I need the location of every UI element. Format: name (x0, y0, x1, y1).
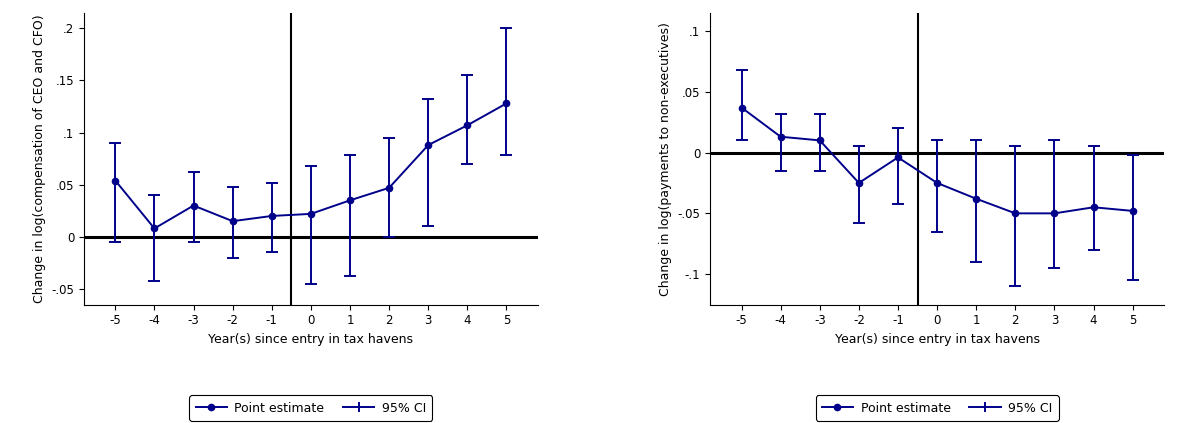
Legend: Point estimate, 95% CI: Point estimate, 95% CI (190, 396, 432, 421)
Legend: Point estimate, 95% CI: Point estimate, 95% CI (816, 396, 1058, 421)
Y-axis label: Change in log(compensation of CEO and CFO): Change in log(compensation of CEO and CF… (32, 14, 46, 303)
X-axis label: Year(s) since entry in tax havens: Year(s) since entry in tax havens (835, 333, 1039, 346)
Y-axis label: Change in log(payments to non-executives): Change in log(payments to non-executives… (659, 22, 672, 296)
X-axis label: Year(s) since entry in tax havens: Year(s) since entry in tax havens (209, 333, 413, 346)
